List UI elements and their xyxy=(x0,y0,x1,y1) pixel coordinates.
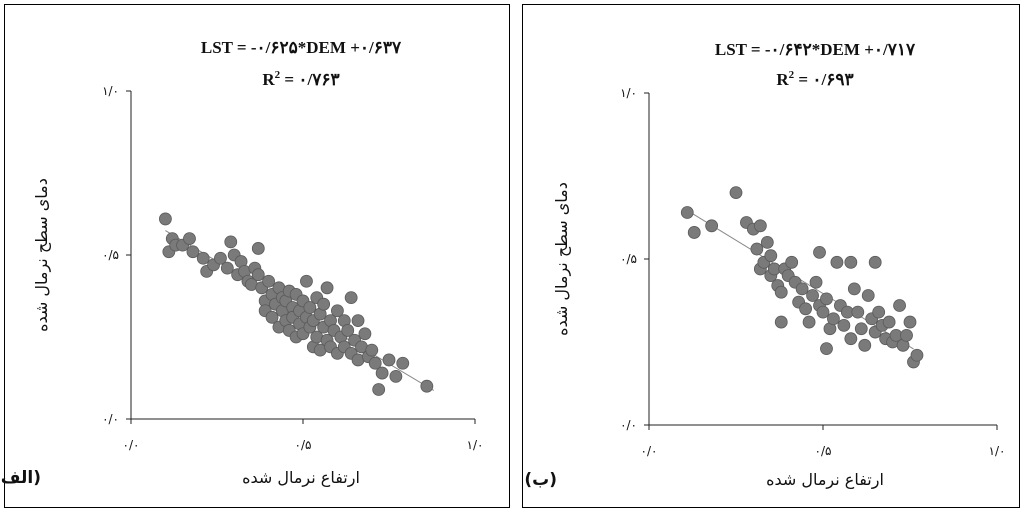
x-tick-label-2: ۱/۰ xyxy=(467,438,484,452)
data-point-27 xyxy=(265,310,279,324)
x-tick-label-0: ۰/۰ xyxy=(123,438,140,452)
data-point-82 xyxy=(396,356,410,370)
x-axis-label: ارتفاع نرمال شده xyxy=(766,470,884,490)
data-point-74 xyxy=(358,327,372,341)
data-point-56 xyxy=(317,297,331,311)
r-squared-label: R2 = ۰/۶۹۳ xyxy=(776,69,853,89)
data-point-19 xyxy=(785,255,799,269)
data-point-51 xyxy=(882,315,896,329)
data-point-76 xyxy=(365,343,379,357)
data-point-22 xyxy=(795,282,809,296)
data-point-29 xyxy=(816,305,830,319)
data-point-25 xyxy=(262,274,276,288)
x-axis-label: ارتفاع نرمال شده xyxy=(242,468,360,488)
r2-letter: R xyxy=(776,70,789,89)
data-point-31 xyxy=(820,342,833,356)
data-point-38 xyxy=(844,255,858,269)
data-point-26 xyxy=(809,275,823,289)
r2-value: = ۰/۶۹۳ xyxy=(794,70,853,89)
data-point-68 xyxy=(344,291,358,305)
data-point-81 xyxy=(389,369,403,383)
x-tick-label-0: ۰/۰ xyxy=(641,444,658,458)
scatter-chart-a: LST = -۰/۶۲۵*DEM +۰/۶۳۷ R2 = ۰/۷۶۳ ۰/۰ ۰/۵ ۱… xyxy=(0,38,484,488)
chart-panel-a: LST = -۰/۶۲۵*DEM +۰/۶۳۷ R2 = ۰/۷۶۳ ۰/۰ ۰/۵ ۱… xyxy=(0,4,510,508)
data-point-78 xyxy=(372,383,386,396)
data-point-39 xyxy=(844,332,858,346)
x-tick-label-1: ۰/۵ xyxy=(815,444,832,458)
data-point-79 xyxy=(375,366,389,380)
data-point-83 xyxy=(420,379,434,393)
data-point-2 xyxy=(705,219,719,233)
r2-value: = ۰/۷۶۳ xyxy=(280,70,339,89)
regression-equation: LST = -۰/۶۴۲*DEM +۰/۷۱۷ xyxy=(715,40,916,59)
data-point-36 xyxy=(837,318,851,332)
data-point-1 xyxy=(687,226,701,239)
data-point-21 xyxy=(251,268,265,282)
data-point-44 xyxy=(861,289,875,302)
data-point-40 xyxy=(847,282,861,296)
data-point-48 xyxy=(303,301,317,314)
data-point-48 xyxy=(872,305,886,319)
data-point-71 xyxy=(351,314,365,328)
data-point-62 xyxy=(330,304,344,318)
regression-equation: LST = -۰/۶۲۵*DEM +۰/۶۳۷ xyxy=(201,38,402,57)
data-point-41 xyxy=(851,305,865,319)
data-point-7 xyxy=(753,219,767,233)
data-point-20 xyxy=(251,242,265,255)
data-point-5 xyxy=(183,232,196,246)
data-point-28 xyxy=(813,245,826,259)
data-point-56 xyxy=(900,328,913,342)
data-point-0 xyxy=(680,206,694,219)
x-tick-label-1: ۰/۵ xyxy=(295,438,312,452)
r2-letter: R xyxy=(262,70,275,89)
data-point-3 xyxy=(729,186,743,200)
data-point-77 xyxy=(368,356,382,370)
y-tick-label-1: ۰/۵ xyxy=(102,248,119,262)
data-point-7 xyxy=(196,251,210,265)
data-point-59 xyxy=(910,348,924,362)
y-tick-label-0: ۰/۰ xyxy=(102,412,119,426)
r2-superscript: 2 xyxy=(789,69,795,81)
data-point-10 xyxy=(760,235,774,249)
data-point-46 xyxy=(300,274,313,288)
data-point-46 xyxy=(868,255,882,269)
x-tick-label-2: ۱/۰ xyxy=(989,444,1006,458)
y-tick-label-2: ۱/۰ xyxy=(620,86,637,100)
r-squared-label: R2 = ۰/۷۶۳ xyxy=(262,69,339,89)
data-point-15 xyxy=(774,285,788,299)
scatter-chart-b: LST = -۰/۶۴۲*DEM +۰/۷۱۷ R2 = ۰/۶۹۳ ۰/۰ ۰/۵ ۱… xyxy=(524,40,1006,490)
data-point-23 xyxy=(799,302,813,316)
y-axis-label: دمای سطح نرمال شده xyxy=(32,178,52,332)
data-point-25 xyxy=(806,289,819,302)
data-point-67 xyxy=(341,324,355,337)
data-point-16 xyxy=(774,315,788,329)
data-point-11 xyxy=(220,261,234,275)
r2-superscript: 2 xyxy=(275,69,281,81)
data-point-42 xyxy=(854,322,868,336)
data-point-54 xyxy=(893,299,906,312)
data-point-0 xyxy=(158,212,172,226)
data-point-80 xyxy=(382,353,396,367)
data-point-57 xyxy=(903,315,917,329)
data-point-11 xyxy=(764,249,778,263)
panel-label: (ب) xyxy=(524,470,557,490)
panel-label: (الف) xyxy=(0,468,41,488)
data-point-43 xyxy=(858,338,872,352)
data-point-24 xyxy=(802,315,816,329)
data-point-33 xyxy=(827,312,840,326)
data-point-12 xyxy=(224,235,238,249)
data-point-6 xyxy=(186,245,200,259)
data-point-34 xyxy=(830,255,844,269)
data-point-30 xyxy=(820,292,833,306)
y-tick-label-2: ۱/۰ xyxy=(102,84,119,98)
y-axis-label: دمای سطح نرمال شده xyxy=(552,182,572,336)
y-tick-label-0: ۰/۰ xyxy=(620,418,637,432)
data-point-6 xyxy=(750,242,764,256)
chart-panel-b: LST = -۰/۶۴۲*DEM +۰/۷۱۷ R2 = ۰/۶۹۳ ۰/۰ ۰/۵ ۱… xyxy=(522,4,1020,508)
y-tick-label-1: ۰/۵ xyxy=(620,252,637,266)
data-point-10 xyxy=(214,251,227,265)
data-point-58 xyxy=(320,281,334,295)
